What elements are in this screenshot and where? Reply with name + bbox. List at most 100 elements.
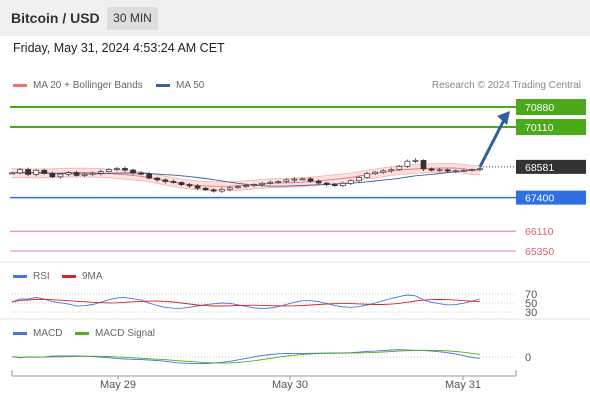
candle-body xyxy=(57,173,64,178)
header-bar: Bitcoin / USD 30 MIN xyxy=(0,0,590,36)
timeframe-button[interactable]: 30 MIN xyxy=(107,7,158,30)
candle-body xyxy=(49,173,56,178)
candle-body xyxy=(170,181,177,183)
candle-body xyxy=(138,172,144,175)
candle-body xyxy=(186,184,193,187)
rsi-ma-swatch xyxy=(62,275,76,278)
candle-body xyxy=(420,160,427,170)
candle-body xyxy=(428,168,435,171)
candle-body xyxy=(469,169,475,171)
resistance-tag xyxy=(516,119,586,136)
candle-body xyxy=(105,169,112,172)
support-tag-label: 67400 xyxy=(525,193,554,205)
forecast-arrow-head xyxy=(497,111,510,125)
candle-body xyxy=(130,169,136,174)
candle-body xyxy=(339,182,346,186)
candle-body xyxy=(218,188,225,192)
candle-body xyxy=(210,189,217,192)
legend-ma50: MA 50 xyxy=(156,80,204,91)
candle-body xyxy=(9,172,15,175)
candle-body xyxy=(283,179,290,182)
candle-body xyxy=(41,169,48,174)
candle-body xyxy=(25,169,31,175)
x-axis-label: May 31 xyxy=(445,379,481,391)
candle-body xyxy=(331,184,338,186)
credit-text: Research © 2024 Trading Central xyxy=(431,80,581,91)
legend-macd-signal-label: MACD Signal xyxy=(95,328,156,339)
macd-signal-line xyxy=(11,349,481,364)
candle-body xyxy=(97,171,104,174)
macd-signal-swatch xyxy=(75,332,89,335)
legend-rsi: RSI xyxy=(13,271,50,282)
candle-body xyxy=(267,181,274,184)
ma50-swatch xyxy=(156,84,170,87)
x-axis-label: May 29 xyxy=(100,379,136,391)
support-tag xyxy=(516,190,586,205)
bollinger-upper-line xyxy=(12,163,481,183)
candle-body xyxy=(356,176,362,182)
candle-body xyxy=(315,180,322,184)
candle-body xyxy=(461,169,467,172)
candle-body xyxy=(122,168,128,171)
candle-body xyxy=(162,179,169,182)
candle-body xyxy=(364,173,370,178)
candle-body xyxy=(251,184,257,186)
candle-body xyxy=(372,171,378,175)
candle-body xyxy=(73,172,80,176)
legend-rsi-label: RSI xyxy=(33,271,50,282)
target-label: 66110 xyxy=(525,226,554,238)
candle-body xyxy=(291,178,298,181)
legend-bollinger: MA 20 + Bollinger Bands xyxy=(13,80,143,91)
candle-body xyxy=(146,173,153,179)
candle-body xyxy=(477,168,483,171)
rsi-ma-line xyxy=(11,298,481,307)
candle-body xyxy=(114,168,120,170)
candle-body xyxy=(348,180,354,184)
candle-body xyxy=(227,187,233,190)
rsi-tick-label: 30 xyxy=(525,307,537,319)
resistance-tag-label: 70110 xyxy=(525,122,554,134)
rsi-swatch xyxy=(13,275,27,278)
candle-body xyxy=(194,185,201,189)
legend-macd-signal: MACD Signal xyxy=(75,328,155,339)
legend-rsi-ma: 9MA xyxy=(62,271,103,282)
candle-body xyxy=(436,169,443,172)
bollinger-lower-line xyxy=(11,171,481,192)
candle-body xyxy=(235,186,241,189)
candle-body xyxy=(89,172,96,175)
candle-body xyxy=(307,178,314,182)
candle-body xyxy=(275,181,282,183)
current-price-label: 68581 xyxy=(525,162,554,174)
candle-body xyxy=(17,169,23,174)
date-label: Friday, May 31, 2024 4:53:24 AM CET xyxy=(13,41,225,55)
candle-body xyxy=(323,182,330,185)
candle-body xyxy=(81,173,88,176)
target-label: 65350 xyxy=(525,246,554,258)
rsi-tick-label: 70 xyxy=(525,289,537,301)
instrument-title: Bitcoin / USD xyxy=(11,10,100,26)
forecast-arrow-shaft xyxy=(478,119,506,168)
candle-body xyxy=(404,160,411,167)
candle-body xyxy=(259,182,265,185)
candle-body xyxy=(243,185,249,188)
candle-body xyxy=(444,169,451,172)
legend-macd: MACD xyxy=(13,328,62,339)
legend-rsi-ma-label: 9MA xyxy=(82,271,103,282)
candle-body xyxy=(33,169,40,175)
legend-macd-label: MACD xyxy=(33,328,63,339)
legend-ma50-label: MA 50 xyxy=(176,80,205,91)
candle-body xyxy=(452,170,459,173)
legend-bollinger-label: MA 20 + Bollinger Bands xyxy=(33,80,143,91)
rsi-line xyxy=(11,294,481,309)
macd-tick-label: 0 xyxy=(525,352,531,364)
candle-body xyxy=(412,160,419,162)
candle-body xyxy=(202,187,209,191)
candle-body xyxy=(65,172,72,175)
candle-body xyxy=(380,170,387,173)
current-price-tag xyxy=(516,159,586,174)
x-axis-label: May 30 xyxy=(272,379,308,391)
rsi-tick-label: 50 xyxy=(525,298,537,310)
macd-swatch xyxy=(13,332,27,335)
candle-body xyxy=(154,177,161,181)
